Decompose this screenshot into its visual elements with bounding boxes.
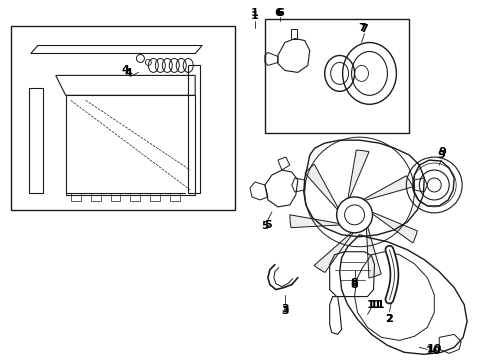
Text: 8: 8 <box>351 278 359 288</box>
Text: 3: 3 <box>281 306 289 316</box>
Polygon shape <box>314 233 353 273</box>
Text: 8: 8 <box>351 280 359 289</box>
Polygon shape <box>364 176 413 200</box>
Text: 11: 11 <box>370 300 385 310</box>
Polygon shape <box>367 227 381 278</box>
Text: 2: 2 <box>386 314 393 324</box>
Text: 10: 10 <box>426 346 441 356</box>
Text: 6: 6 <box>276 8 284 18</box>
Text: 4: 4 <box>124 68 132 78</box>
Text: 9: 9 <box>438 147 446 157</box>
Bar <box>11 26 235 210</box>
Text: 5: 5 <box>264 220 272 230</box>
Circle shape <box>337 197 372 233</box>
Text: 1: 1 <box>251 8 259 18</box>
Polygon shape <box>348 150 369 198</box>
Text: 2: 2 <box>386 314 393 324</box>
Text: 9: 9 <box>437 150 445 160</box>
Text: 6: 6 <box>274 8 282 18</box>
Polygon shape <box>372 212 417 243</box>
Polygon shape <box>290 215 340 228</box>
Text: 1: 1 <box>251 11 259 21</box>
Text: 11: 11 <box>367 300 382 310</box>
Text: 4: 4 <box>122 66 129 76</box>
Text: 7: 7 <box>361 24 368 33</box>
Text: 7: 7 <box>359 23 367 33</box>
Text: 3: 3 <box>281 305 289 315</box>
Bar <box>265 19 409 133</box>
Text: 5: 5 <box>261 221 269 231</box>
Text: 10: 10 <box>427 345 442 354</box>
Polygon shape <box>305 164 338 210</box>
